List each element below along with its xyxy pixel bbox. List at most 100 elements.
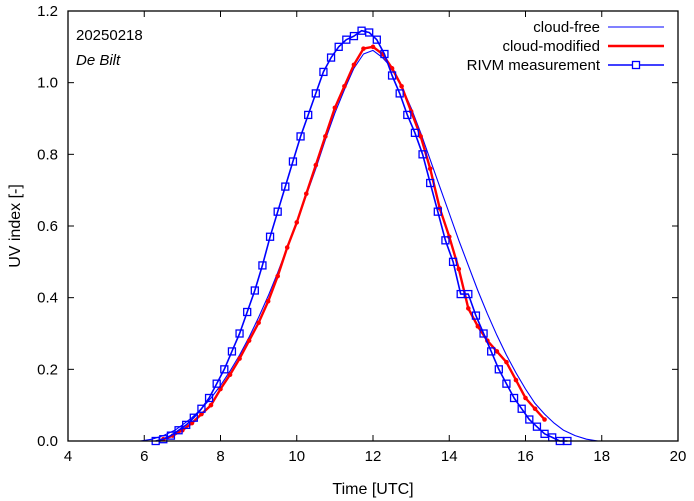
rivm-measurement-point bbox=[334, 42, 343, 51]
cloud-modified-point bbox=[265, 298, 271, 304]
rivm-measurement-point bbox=[311, 89, 320, 98]
cloud-modified-point bbox=[513, 377, 519, 383]
rivm-measurement-point bbox=[525, 415, 534, 424]
rivm-measurement-point bbox=[182, 420, 191, 430]
cloud-modified-point bbox=[494, 349, 500, 354]
rivm-measurement-point bbox=[426, 178, 435, 188]
rivm-measurement-point bbox=[487, 347, 496, 356]
cloud-modified-point bbox=[342, 83, 347, 89]
rivm-measurement-point bbox=[365, 28, 374, 37]
legend-marker-2 bbox=[631, 60, 641, 70]
rivm-measurement-point bbox=[433, 207, 442, 216]
rivm-measurement-point bbox=[349, 31, 359, 41]
rivm-measurement-point bbox=[532, 422, 542, 431]
cloud-modified-point bbox=[237, 356, 242, 361]
rivm-measurement-point bbox=[517, 404, 526, 413]
rivm-measurement-point bbox=[464, 289, 473, 299]
x-tick-label: 18 bbox=[593, 448, 610, 465]
rivm-measurement-point bbox=[479, 329, 488, 338]
x-tick-label: 20 bbox=[670, 448, 687, 465]
plot-frame bbox=[67, 10, 679, 442]
cloud-modified-point bbox=[227, 372, 233, 378]
rivm-measurement-point bbox=[258, 261, 267, 270]
legend: cloud-free cloud-modified RIVM measurement bbox=[467, 19, 664, 74]
cloud-modified-point bbox=[361, 46, 366, 51]
cloud-modified-point bbox=[199, 411, 204, 417]
y-tick-label: 0.2 bbox=[37, 361, 58, 378]
rivm-measurement-point bbox=[326, 53, 336, 62]
cloud-modified-point bbox=[389, 66, 395, 71]
y-tick-label: 1.0 bbox=[37, 75, 58, 92]
rivm-measurement-point bbox=[296, 132, 305, 141]
rivm-measurement-point bbox=[227, 347, 237, 356]
rivm-measurement-point bbox=[281, 182, 290, 191]
cloud-modified-point bbox=[332, 105, 338, 111]
rivm-measurement-point bbox=[372, 35, 381, 44]
date-label: 20250218 bbox=[76, 27, 143, 44]
y-tick-label: 0.6 bbox=[37, 218, 58, 235]
cloud-modified-point bbox=[189, 420, 195, 426]
rivm-measurement-point bbox=[235, 329, 244, 338]
rivm-measurement-point bbox=[220, 365, 229, 374]
rivm-measurement-point bbox=[387, 71, 397, 80]
cloud-modified-point bbox=[303, 191, 309, 197]
rivm-measurement-point bbox=[395, 89, 404, 98]
y-tick-label: 0.0 bbox=[37, 433, 58, 450]
y-tick-label: 0.4 bbox=[37, 290, 58, 307]
cloud-modified-point bbox=[323, 134, 328, 139]
rivm-measurement-point bbox=[502, 379, 511, 388]
rivm-measurement-point bbox=[494, 365, 503, 374]
x-axis-label: Time [UTC] bbox=[332, 481, 413, 498]
cloud-modified-point bbox=[351, 62, 357, 68]
rivm-measurement-point bbox=[319, 67, 328, 77]
location-label: De Bilt bbox=[76, 52, 121, 69]
x-tick-label: 14 bbox=[441, 448, 458, 465]
rivm-measurement-point bbox=[441, 236, 450, 245]
rivm-measurement-point bbox=[448, 257, 458, 266]
series-lines bbox=[140, 26, 598, 446]
x-tick-label: 16 bbox=[517, 448, 534, 465]
legend-label-2: RIVM measurement bbox=[467, 57, 601, 74]
cloud-modified-point bbox=[208, 402, 214, 408]
y-tick-label: 0.8 bbox=[37, 146, 58, 163]
rivm-measurement-point bbox=[174, 426, 183, 435]
rivm-measurement-point bbox=[380, 49, 389, 59]
rivm-measurement-point bbox=[197, 404, 206, 413]
cloud-modified-point bbox=[418, 134, 423, 139]
series-line-2 bbox=[155, 29, 568, 442]
y-axis-label: UV index [-] bbox=[7, 184, 24, 268]
rivm-measurement-point bbox=[471, 311, 481, 320]
cloud-modified-point bbox=[275, 273, 280, 279]
rivm-measurement-point bbox=[189, 413, 198, 422]
cloud-modified-point bbox=[370, 44, 376, 50]
rivm-measurement-point bbox=[204, 393, 214, 403]
cloud-modified-point bbox=[456, 266, 462, 272]
cloud-modified-point bbox=[294, 220, 300, 225]
x-tick-label: 4 bbox=[64, 448, 72, 465]
rivm-measurement-point bbox=[304, 110, 313, 120]
rivm-measurement-point bbox=[250, 286, 259, 295]
cloud-modified-point bbox=[532, 406, 538, 412]
x-tick-label: 10 bbox=[288, 448, 305, 465]
cloud-modified-point bbox=[475, 324, 481, 329]
cloud-modified-point bbox=[504, 359, 509, 365]
cloud-modified-point bbox=[427, 166, 433, 171]
rivm-measurement-point bbox=[243, 307, 252, 317]
cloud-modified-point bbox=[399, 83, 404, 89]
cloud-modified-point bbox=[218, 386, 223, 392]
cloud-modified-point bbox=[523, 395, 528, 401]
cloud-modified-point bbox=[256, 320, 261, 326]
cloud-modified-point bbox=[246, 338, 252, 343]
rivm-measurement-point bbox=[265, 232, 275, 241]
legend-label-0: cloud-free bbox=[533, 19, 600, 36]
rivm-measurement-point bbox=[403, 110, 412, 120]
cloud-modified-point bbox=[466, 306, 471, 311]
tick-labels: 4 6 8 10 12 14 16 18 20 0.0 0.2 0.4 0.6 0.8 1.0 1.2 bbox=[37, 3, 686, 465]
cloud-modified-point bbox=[313, 162, 319, 168]
x-tick-label: 6 bbox=[140, 448, 148, 465]
x-tick-label: 8 bbox=[216, 448, 224, 465]
rivm-measurement-point bbox=[288, 157, 298, 166]
rivm-measurement-point bbox=[166, 431, 176, 440]
